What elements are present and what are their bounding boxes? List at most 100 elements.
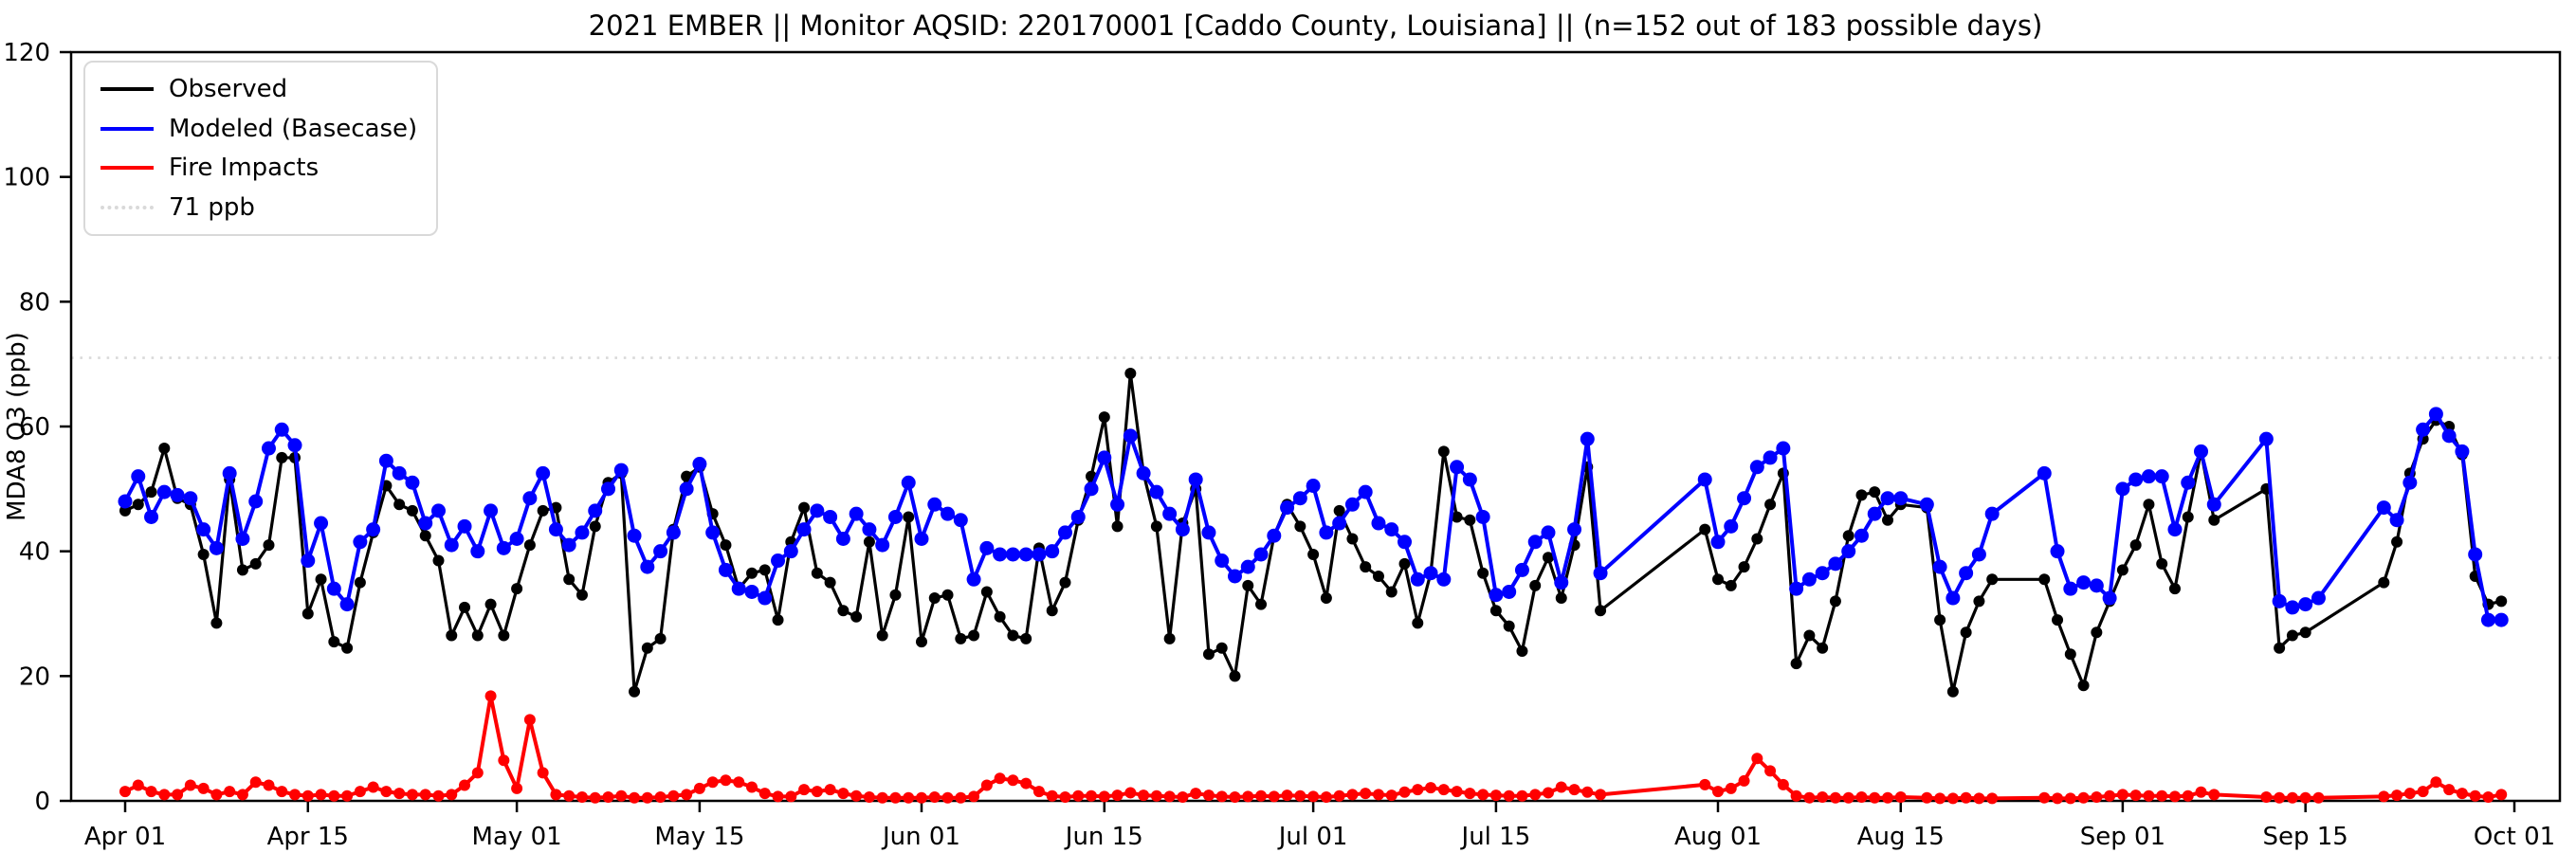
data-point xyxy=(1542,787,1554,799)
data-point xyxy=(994,772,1006,785)
data-point xyxy=(354,576,366,589)
data-point xyxy=(2181,475,2196,490)
data-point xyxy=(301,789,314,802)
data-point xyxy=(222,465,237,481)
data-point xyxy=(261,441,276,456)
data-point xyxy=(1724,518,1739,534)
data-point xyxy=(1801,572,1817,587)
x-tick-label: Jun 01 xyxy=(881,823,960,851)
chart-title: 2021 EMBER || Monitor AQSID: 220170001 [… xyxy=(588,9,2043,42)
data-point xyxy=(1527,535,1543,550)
data-point xyxy=(2091,626,2103,639)
x-tick-label: Aug 01 xyxy=(1674,823,1762,851)
data-point xyxy=(1136,465,1151,481)
data-point xyxy=(1867,506,1882,521)
data-point xyxy=(1803,629,1816,642)
data-point xyxy=(2077,680,2090,692)
data-point xyxy=(1097,450,1112,465)
data-point xyxy=(1593,566,1608,581)
data-point xyxy=(731,581,746,596)
data-point xyxy=(2274,791,2286,804)
data-point xyxy=(563,573,575,586)
legend-item-threshold: 71 ppb xyxy=(100,192,417,224)
data-point xyxy=(1292,491,1307,506)
data-point xyxy=(887,509,903,524)
data-point xyxy=(1777,778,1789,790)
data-point xyxy=(1045,544,1060,559)
x-tick-label: May 01 xyxy=(472,823,562,851)
data-point xyxy=(1046,789,1058,802)
data-point xyxy=(889,791,902,804)
data-point xyxy=(1712,573,1724,586)
data-point xyxy=(1934,792,1946,805)
data-point xyxy=(263,779,275,791)
data-point xyxy=(1360,561,1372,573)
data-point xyxy=(1240,559,1255,574)
legend-item-observed: Observed xyxy=(100,74,417,105)
data-point xyxy=(744,584,759,599)
data-point xyxy=(1307,548,1320,560)
data-point xyxy=(145,786,157,798)
data-point xyxy=(328,789,340,802)
data-point xyxy=(459,601,471,613)
data-point xyxy=(2260,791,2273,804)
x-tick-label: Jun 15 xyxy=(1064,823,1143,851)
data-point xyxy=(863,791,875,804)
data-point xyxy=(236,789,248,801)
data-point xyxy=(2274,642,2286,654)
data-point xyxy=(2128,472,2144,487)
data-point xyxy=(1580,431,1595,446)
data-point xyxy=(172,789,184,801)
data-point xyxy=(1437,784,1450,796)
data-point xyxy=(274,422,289,437)
data-point xyxy=(758,564,771,576)
data-point xyxy=(2208,514,2220,526)
data-point xyxy=(367,781,379,793)
data-point xyxy=(2443,784,2456,796)
data-point xyxy=(1725,579,1737,591)
x-tick-label: May 15 xyxy=(654,823,744,851)
data-point xyxy=(158,443,171,455)
data-point xyxy=(1829,791,1841,804)
x-tick-label: Jul 01 xyxy=(1277,823,1348,851)
data-point xyxy=(2455,444,2470,459)
data-point xyxy=(1268,790,1280,803)
data-point xyxy=(314,516,329,531)
data-point xyxy=(1595,605,1607,617)
data-point xyxy=(824,784,836,796)
data-point xyxy=(287,438,302,453)
data-point xyxy=(994,610,1006,623)
legend-item-modeled: Modeled (Basecase) xyxy=(100,114,417,145)
data-point xyxy=(1227,569,1242,584)
data-point xyxy=(1242,790,1254,803)
data-point xyxy=(315,789,327,801)
data-point xyxy=(1464,514,1476,526)
data-point xyxy=(1385,586,1398,598)
data-point xyxy=(2285,600,2300,615)
data-point xyxy=(1332,516,1347,531)
data-point xyxy=(1360,788,1372,800)
data-point xyxy=(1763,450,1778,465)
data-point xyxy=(1007,629,1019,642)
data-point xyxy=(158,789,171,801)
data-point xyxy=(1712,786,1724,798)
data-point xyxy=(354,786,366,798)
data-point xyxy=(1319,525,1334,540)
data-point xyxy=(1412,784,1424,796)
data-point xyxy=(1320,791,1332,804)
data-point xyxy=(131,469,146,484)
data-point xyxy=(183,491,198,506)
y-tick-label: 20 xyxy=(19,662,50,691)
data-point xyxy=(446,789,458,801)
data-point xyxy=(2416,422,2431,437)
data-point xyxy=(1111,789,1124,802)
data-point xyxy=(2311,590,2326,606)
data-point xyxy=(1710,535,1726,550)
data-point xyxy=(1032,547,1047,562)
data-point xyxy=(2312,791,2325,804)
data-point xyxy=(1946,685,1959,698)
data-point xyxy=(1542,552,1554,564)
data-point xyxy=(378,453,393,468)
modeled-line-sample-icon xyxy=(100,126,154,131)
data-point xyxy=(1229,791,1241,804)
